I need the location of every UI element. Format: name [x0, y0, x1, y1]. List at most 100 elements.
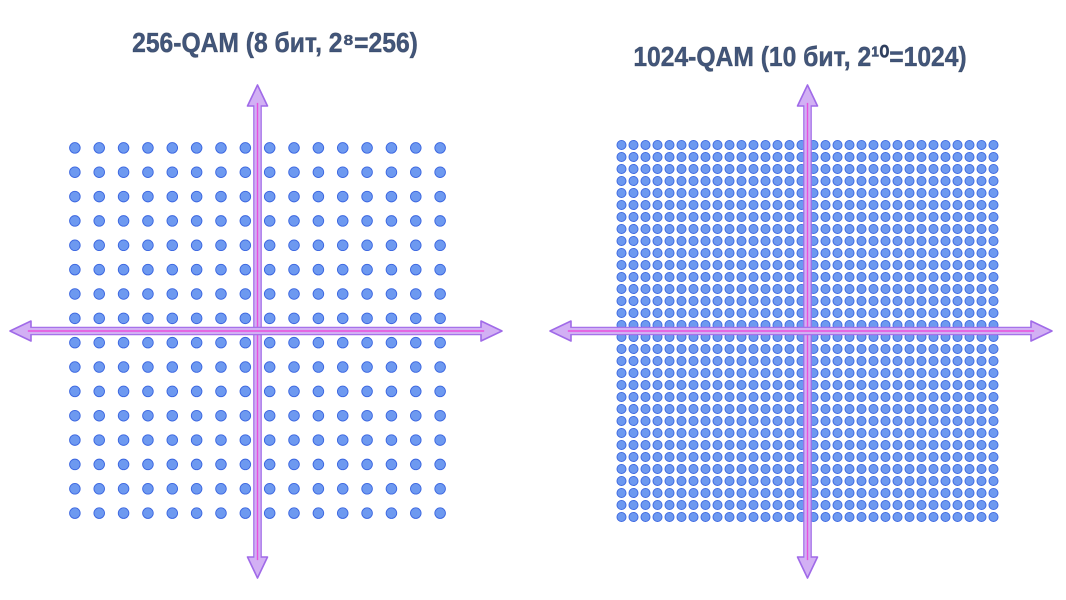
constellation-dot — [760, 139, 771, 150]
constellation-dot — [748, 392, 759, 403]
constellation-dot — [988, 175, 999, 186]
constellation-dot — [904, 428, 915, 439]
constellation-dot — [820, 452, 831, 463]
constellation-dot — [724, 392, 735, 403]
constellation-dot — [640, 223, 651, 234]
constellation-dot — [736, 284, 747, 295]
constellation-dot — [361, 434, 373, 446]
constellation-dot — [928, 368, 939, 379]
constellation-dot — [664, 488, 675, 499]
constellation-dot — [652, 199, 663, 210]
constellation-dot — [880, 211, 891, 222]
constellation-dot — [712, 488, 723, 499]
constellation-dot — [832, 488, 843, 499]
constellation-dot — [652, 428, 663, 439]
constellation-dot — [868, 247, 879, 258]
constellation-dot — [664, 151, 675, 162]
constellation-dot — [772, 284, 783, 295]
constellation-dot — [736, 308, 747, 319]
constellation-dot — [844, 404, 855, 415]
constellation-dot — [760, 151, 771, 162]
constellation-dot — [434, 409, 446, 422]
constellation-dot — [736, 500, 747, 511]
constellation-dot — [988, 416, 999, 427]
constellation-dot — [952, 151, 963, 162]
constellation-dot — [239, 336, 252, 349]
constellation-dot — [748, 247, 759, 258]
constellation-dot — [820, 296, 831, 307]
constellation-dot — [844, 199, 855, 210]
constellation-dot — [640, 464, 651, 475]
constellation-dot — [288, 239, 300, 252]
constellation-dot — [784, 260, 795, 271]
constellation-dot — [760, 344, 771, 355]
constellation-dot — [928, 235, 939, 246]
constellation-dot — [688, 512, 699, 523]
constellation-dot — [676, 187, 687, 198]
constellation-dot — [832, 163, 843, 174]
constellation-dot — [928, 175, 939, 186]
constellation-dot — [952, 163, 963, 174]
constellation-dot — [361, 142, 373, 154]
constellation-dot — [760, 187, 771, 198]
constellation-dot — [928, 199, 939, 210]
constellation-dot — [434, 239, 446, 252]
constellation-dot — [361, 361, 373, 373]
constellation-dot — [748, 308, 759, 319]
constellation-dot — [844, 235, 855, 246]
constellation-dot — [868, 211, 879, 222]
constellation-dot — [117, 409, 130, 422]
constellation-dot — [215, 483, 227, 495]
constellation-dot — [844, 512, 855, 523]
constellation-dot — [916, 404, 927, 415]
constellation-dot — [93, 507, 105, 519]
constellation-dot — [385, 166, 398, 178]
constellation-dot — [676, 139, 687, 150]
constellation-dot — [628, 488, 639, 499]
constellation-dot — [700, 260, 711, 271]
constellation-dot — [880, 308, 891, 319]
constellation-dot — [784, 344, 795, 355]
constellation-dot — [844, 151, 855, 162]
constellation-dot — [700, 500, 711, 511]
constellation-dot — [410, 336, 422, 349]
constellation-dot — [820, 187, 831, 198]
constellation-dot — [117, 458, 130, 471]
constellation-dot — [928, 488, 939, 499]
constellation-dot — [760, 199, 771, 210]
constellation-dot — [688, 452, 699, 463]
constellation-dot — [832, 211, 843, 222]
constellation-dot — [664, 440, 675, 451]
constellation-dot — [940, 151, 951, 162]
constellation-dot — [336, 336, 349, 349]
constellation-dot — [772, 199, 783, 210]
constellation-dot — [312, 263, 325, 276]
constellation-dot — [928, 344, 939, 355]
constellation-dot — [640, 356, 651, 367]
constellation-dot — [940, 139, 951, 150]
constellation-dot — [652, 235, 663, 246]
constellation-dot — [820, 416, 831, 427]
constellation-dot — [748, 211, 759, 222]
constellation-dot — [628, 199, 639, 210]
constellation-dot — [964, 175, 975, 186]
constellation-dot — [904, 392, 915, 403]
constellation-dot — [844, 247, 855, 258]
constellation-dot — [880, 464, 891, 475]
constellation-dot — [640, 428, 651, 439]
constellation-dot — [712, 272, 723, 283]
constellation-dot — [628, 476, 639, 487]
constellation-dot — [844, 464, 855, 475]
constellation-dot — [772, 151, 783, 162]
constellation-dot — [712, 380, 723, 391]
constellation-dot — [784, 500, 795, 511]
constellation-dot — [263, 166, 276, 178]
constellation-dot — [688, 344, 699, 355]
constellation-dot — [892, 260, 903, 271]
constellation-dot — [856, 440, 867, 451]
constellation-dot — [336, 458, 349, 471]
constellation-dot — [676, 284, 687, 295]
constellation-dot — [117, 312, 130, 325]
constellation-dot — [784, 223, 795, 234]
constellation-dot — [940, 235, 951, 246]
